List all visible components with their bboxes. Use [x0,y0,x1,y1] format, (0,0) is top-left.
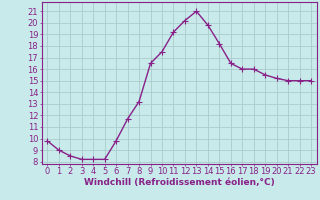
X-axis label: Windchill (Refroidissement éolien,°C): Windchill (Refroidissement éolien,°C) [84,178,275,187]
